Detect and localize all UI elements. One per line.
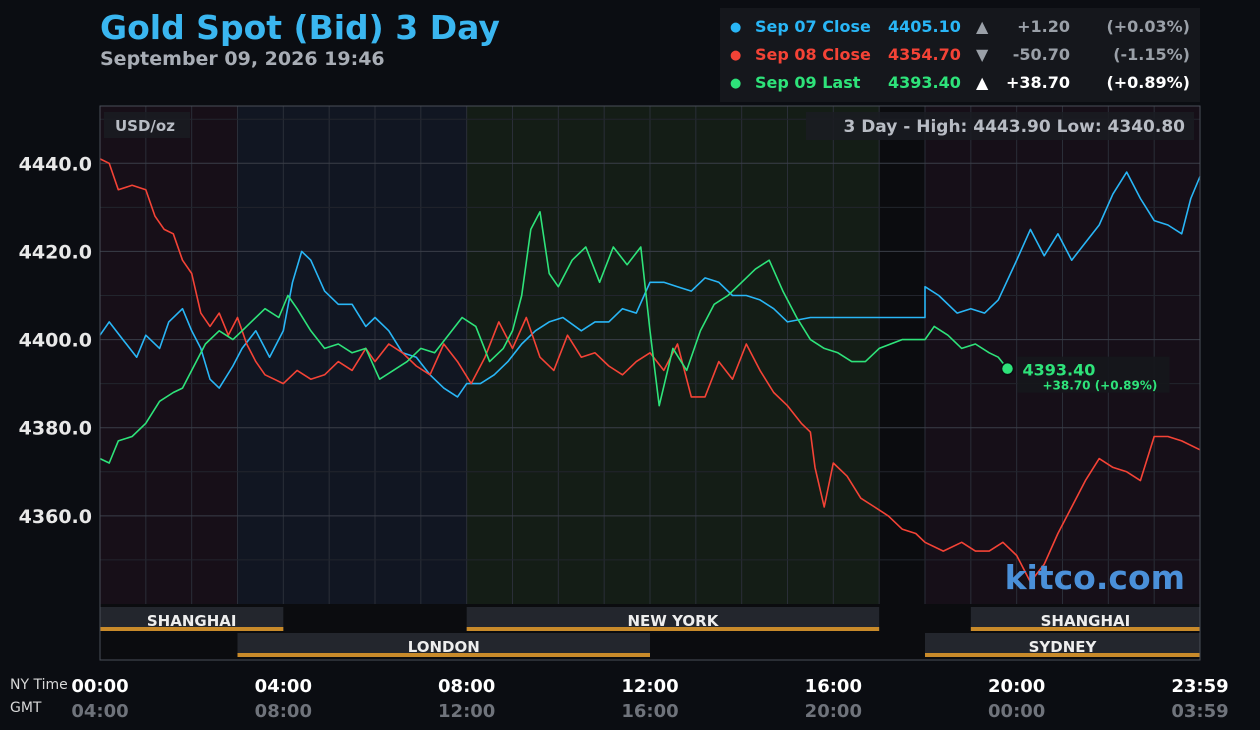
x-tick-label-gmt: 20:00 [805,701,862,722]
unit-label-box [104,112,190,138]
y-tick-label: 4440.0 [19,153,92,175]
arrow-up-icon: ▲ [976,73,989,92]
kitco-watermark: kitco.com [1005,558,1185,597]
last-change-label: +38.70 (+0.89%) [1043,379,1158,393]
legend-series-value: 4354.70 [888,45,961,64]
x-tick-label-gmt: 08:00 [255,701,312,722]
session-bar-accent [970,627,1200,631]
session-label: SYDNEY [1029,638,1098,656]
chart-title: Gold Spot (Bid) 3 Day [100,8,500,47]
y-tick-label: 4420.0 [19,241,92,263]
last-value-box [1017,356,1170,393]
legend-series-change: +38.70 [1005,73,1070,92]
legend-series-change: +1.20 [1017,17,1070,36]
y-tick-label: 4380.0 [19,418,92,440]
gmt-axis-label: GMT [10,700,42,716]
legend-series-change: -50.70 [1012,45,1070,64]
chart-frame [99,105,1201,661]
series-dot-icon: ● [730,20,742,35]
unit-label: USD/oz [115,117,175,135]
legend-series-percent: (+0.89%) [1106,73,1190,92]
session-bar-accent [100,627,284,631]
range-label-box [806,112,1194,140]
legend-series-name: Sep 09 Last [755,73,861,92]
legend-series-name: Sep 08 Close [755,45,871,64]
ny-time-axis-label: NY Time [10,677,68,693]
session-shading [466,106,880,660]
session-bar-accent [466,627,880,631]
session-label: LONDON [408,638,480,656]
legend-series-name: Sep 07 Close [755,17,871,36]
series-dot-icon: ● [730,76,742,91]
session-label: SHANGHAI [147,612,237,630]
x-tick-label-ny: 20:00 [988,676,1045,697]
last-value-label: 4393.40 [1023,361,1096,380]
x-tick-label-gmt: 16:00 [621,701,678,722]
session-bar-accent [237,653,650,657]
session-shading [879,106,925,660]
arrow-down-icon: ▼ [976,45,989,64]
x-tick-label-ny: 12:00 [621,676,678,697]
x-tick-label-gmt: 04:00 [71,701,128,722]
session-label: NEW YORK [628,612,720,630]
y-tick-label: 4400.0 [19,330,92,352]
legend-series-value: 4405.10 [888,17,961,36]
x-tick-label-ny: 00:00 [71,676,128,697]
series-dot-icon: ● [730,48,742,63]
series-line[interactable] [99,211,1009,464]
session-shading [237,106,467,660]
x-tick-label-ny: 16:00 [805,676,862,697]
legend-panel: ● Sep 07 Close 4405.10 ▲ +1.20 (+0.03%) … [720,8,1200,102]
x-tick-label-ny: 08:00 [438,676,495,697]
x-tick-label-gmt: 00:00 [988,701,1045,722]
x-tick-label-ny: 23:59 [1171,676,1228,697]
legend-series-percent: (+0.03%) [1106,17,1190,36]
y-tick-label: 4360.0 [19,506,92,528]
legend-row[interactable]: ● Sep 09 Last 4393.40 ▲ +38.70 (+0.89%) [720,73,1200,99]
last-point-marker[interactable] [1000,361,1015,376]
series-line[interactable] [99,171,1201,398]
x-tick-label-gmt: 12:00 [438,701,495,722]
session-bar-accent [925,653,1200,657]
legend-series-value: 4393.40 [888,73,961,92]
legend-row[interactable]: ● Sep 08 Close 4354.70 ▼ -50.70 (-1.15%) [720,45,1200,71]
x-tick-label-ny: 04:00 [255,676,312,697]
arrow-up-icon: ▲ [976,17,989,36]
session-label: SHANGHAI [1041,612,1131,630]
legend-series-percent: (-1.15%) [1113,45,1190,64]
chart-datetime: September 09, 2026 19:46 [100,48,385,70]
x-tick-label-gmt: 03:59 [1171,701,1228,722]
range-label: 3 Day - High: 4443.90 Low: 4340.80 [843,117,1185,137]
legend-row[interactable]: ● Sep 07 Close 4405.10 ▲ +1.20 (+0.03%) [720,17,1200,43]
